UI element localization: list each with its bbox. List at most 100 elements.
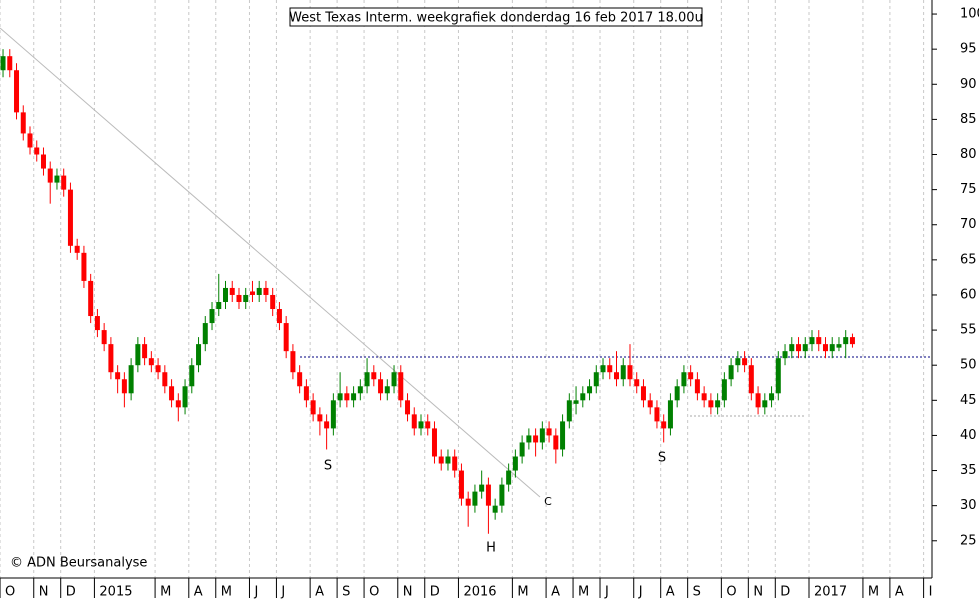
candle-body [108,344,114,373]
candle-body [337,393,343,401]
candle-body [371,372,377,380]
candle-body [681,372,687,387]
y-tick-label: 60 [960,287,977,302]
candle-body [735,358,741,366]
x-tick-label: A [551,585,560,599]
x-tick-label: M [221,585,232,599]
y-tick-label: 65 [960,252,977,267]
x-tick-label: M [868,585,879,599]
candle-body [351,393,357,401]
candle-body [802,344,808,352]
candle-body [364,372,370,387]
candle-body [270,294,276,310]
x-tick-label: O [5,585,15,599]
candle-body [88,280,94,317]
candle-body [357,386,363,394]
candle-body [0,56,6,71]
candle-body [654,407,660,422]
candle-body [297,372,303,387]
candle-body [479,484,485,492]
x-tick-label: S [693,585,701,599]
candle-body [425,421,431,429]
candle-body [485,484,491,506]
candle-body [303,386,309,401]
candle-body [34,147,40,155]
candle-body [438,456,444,464]
candle-body [667,400,673,429]
x-tick-label: A [895,585,904,599]
candle-body [600,365,606,373]
candle-body [391,372,397,387]
candle-body [142,344,148,359]
candle-body [101,330,107,345]
candle-body [344,393,350,401]
candle-body [236,294,242,302]
candle-body [418,421,424,429]
candle-body [135,344,141,366]
x-tick-label: I [929,585,933,599]
candle-body [533,435,539,443]
candle-body [526,435,532,443]
candle-body [40,154,46,169]
candle-body [452,456,458,471]
candle-body [762,400,768,408]
candle-body [223,287,229,302]
candle-body [276,309,282,324]
candle-body [384,386,390,394]
candle-body [74,245,80,253]
x-tick-label: J [280,585,285,599]
candle-body [202,323,208,345]
x-tick-label: N [753,585,763,599]
annotation: H [486,541,496,556]
y-tick-label: 95 [960,42,977,57]
candle-body [216,301,222,310]
candle-body [769,393,775,401]
annotation: S [324,459,332,474]
candle-body [148,358,154,366]
candle-body [661,421,667,429]
candle-body [20,112,26,134]
candle-body [755,393,761,408]
x-tick-label: J [604,585,609,599]
candle-body [61,175,67,190]
y-tick-label: 40 [960,428,977,443]
candle-body [458,470,464,499]
candle-body [512,456,518,471]
x-tick-label: 2016 [463,585,496,599]
candle-body [775,358,781,394]
candle-body [189,365,195,387]
candle-body [782,351,788,359]
candle-body [405,400,411,415]
candle-body [694,379,700,394]
candle-body [310,400,316,415]
candle-body [607,365,613,373]
candle-body [445,456,451,464]
x-tick-label: D [66,585,76,599]
candle-body [472,491,478,506]
candle-body [398,372,404,401]
y-tick-label: 80 [960,147,977,162]
annotation: C [544,495,552,508]
candle-body [614,372,620,380]
x-tick-label: A [315,585,324,599]
candle-body [263,287,269,295]
x-tick-label: M [578,585,589,599]
candle-body [283,323,289,352]
candle-body [809,337,815,345]
x-tick-label: M [160,585,171,599]
candle-body [580,393,586,401]
y-tick-label: 30 [960,498,977,513]
candle-body [324,421,330,429]
candle-body [573,400,579,404]
candle-body [290,351,296,373]
candle-body [849,337,855,345]
candle-body [492,505,498,513]
trend-line [0,27,541,498]
chart-title: West Texas Interm. weekgrafiek donderdag… [289,11,703,26]
candle-body [209,309,215,324]
candle-body [721,379,727,401]
candle-body [701,393,707,401]
x-tick-label: S [342,585,350,599]
title-box [289,7,703,27]
